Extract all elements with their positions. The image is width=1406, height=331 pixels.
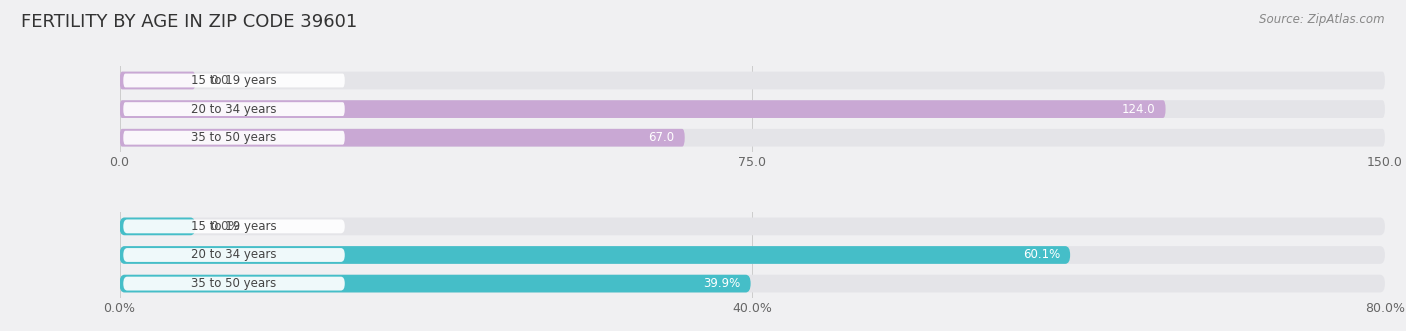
Text: Source: ZipAtlas.com: Source: ZipAtlas.com (1260, 13, 1385, 26)
FancyBboxPatch shape (120, 217, 195, 235)
FancyBboxPatch shape (124, 219, 344, 233)
FancyBboxPatch shape (120, 246, 1070, 264)
FancyBboxPatch shape (124, 248, 344, 262)
FancyBboxPatch shape (124, 277, 344, 291)
FancyBboxPatch shape (120, 275, 751, 293)
Text: 60.1%: 60.1% (1022, 249, 1060, 261)
Text: 39.9%: 39.9% (703, 277, 741, 290)
FancyBboxPatch shape (120, 129, 1385, 147)
Text: 20 to 34 years: 20 to 34 years (191, 103, 277, 116)
Text: 15 to 19 years: 15 to 19 years (191, 220, 277, 233)
Text: 35 to 50 years: 35 to 50 years (191, 131, 277, 144)
FancyBboxPatch shape (120, 71, 195, 89)
FancyBboxPatch shape (120, 71, 1385, 89)
Text: 67.0: 67.0 (648, 131, 675, 144)
Text: 35 to 50 years: 35 to 50 years (191, 277, 277, 290)
FancyBboxPatch shape (120, 100, 1385, 118)
FancyBboxPatch shape (124, 131, 344, 145)
Text: 15 to 19 years: 15 to 19 years (191, 74, 277, 87)
Text: 0.0%: 0.0% (211, 220, 240, 233)
FancyBboxPatch shape (124, 73, 344, 87)
FancyBboxPatch shape (120, 246, 1385, 264)
Text: 124.0: 124.0 (1122, 103, 1156, 116)
FancyBboxPatch shape (120, 275, 1385, 293)
Text: FERTILITY BY AGE IN ZIP CODE 39601: FERTILITY BY AGE IN ZIP CODE 39601 (21, 13, 357, 31)
FancyBboxPatch shape (120, 217, 1385, 235)
FancyBboxPatch shape (124, 102, 344, 116)
Text: 0.0: 0.0 (211, 74, 229, 87)
FancyBboxPatch shape (120, 100, 1166, 118)
FancyBboxPatch shape (120, 129, 685, 147)
Text: 20 to 34 years: 20 to 34 years (191, 249, 277, 261)
